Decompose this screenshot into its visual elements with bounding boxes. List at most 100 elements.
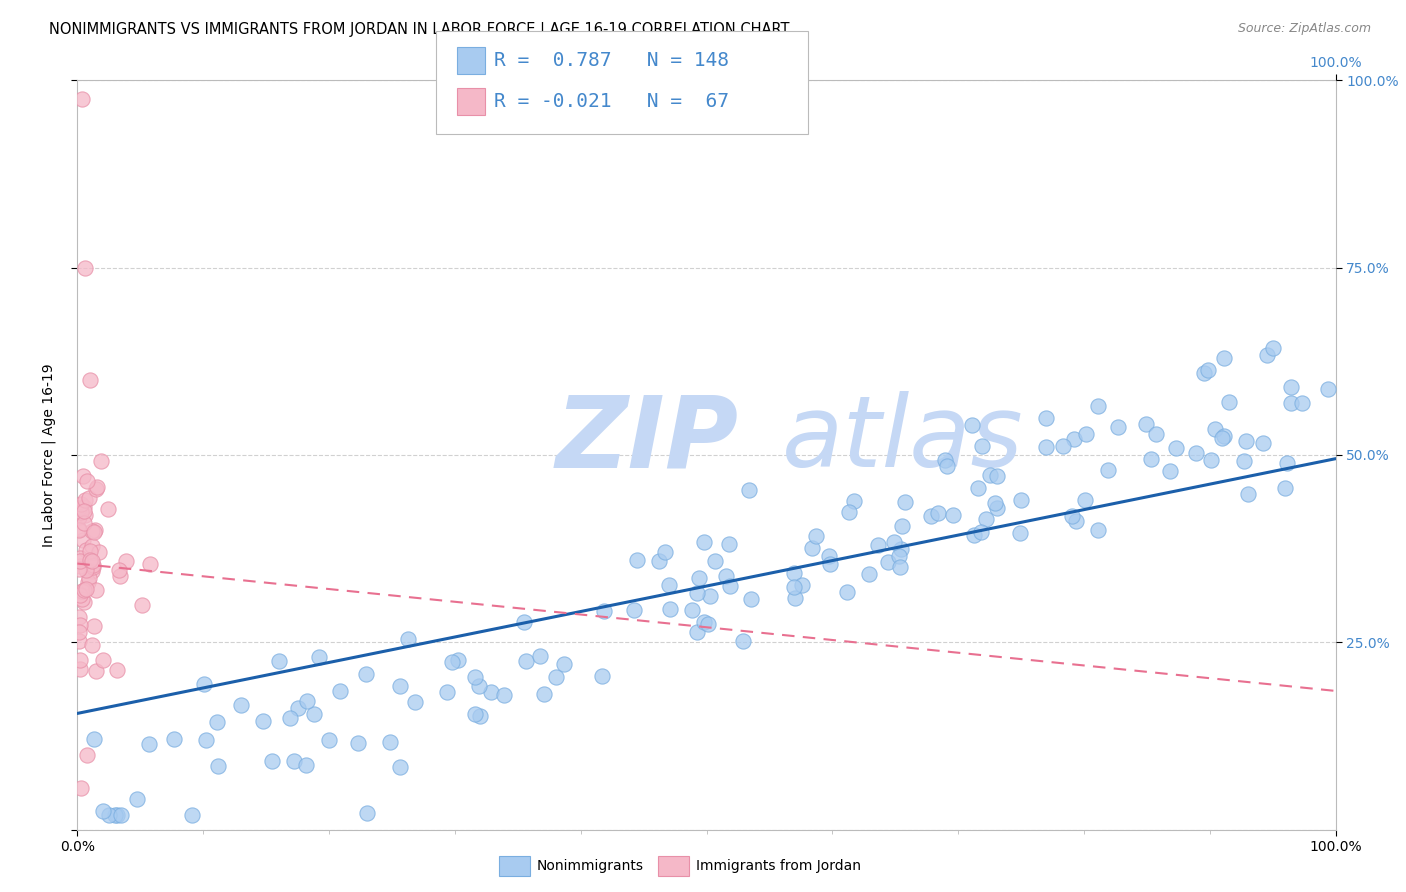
Point [302,706,325,721]
Text: NONIMMIGRANTS VS IMMIGRANTS FROM JORDAN IN LABOR FORCE | AGE 16-19 CORRELATION C: NONIMMIGRANTS VS IMMIGRANTS FROM JORDAN … [49,22,790,38]
Point [1064,514,1087,528]
Point [974,512,997,526]
Point [75,508,97,522]
Point [231,698,253,713]
Point [70,592,93,607]
Point [441,655,464,669]
Point [592,604,614,618]
Point [79,373,101,387]
Point [685,586,707,600]
Point [70,497,93,511]
Point [446,653,468,667]
Point [91,804,114,818]
Point [703,554,725,568]
Point [1212,351,1234,365]
Point [970,439,993,453]
Point [105,807,128,822]
Point [1010,493,1032,508]
Point [83,525,105,540]
Point [96,501,118,516]
Point [806,528,828,542]
Point [207,759,229,773]
Point [1234,434,1257,448]
Point [894,495,917,509]
Point [138,558,160,572]
Point [1211,431,1233,445]
Point [920,508,942,523]
Point [287,701,309,715]
Point [67,505,90,519]
Point [67,523,90,537]
Point [1159,464,1181,478]
Point [127,791,149,805]
Point [69,588,91,602]
Point [82,539,104,553]
Point [280,710,302,724]
Point [1233,454,1256,468]
Point [79,544,101,558]
Point [80,638,103,652]
Point [67,610,90,624]
Point [468,709,491,723]
Point [820,558,842,572]
Text: Immigrants from Jordan: Immigrants from Jordan [696,859,860,873]
Point [623,603,645,617]
Point [967,482,990,496]
Point [67,501,90,516]
Point [98,807,121,822]
Point [90,454,112,468]
Point [835,584,858,599]
Point [1291,395,1313,409]
Point [790,577,813,591]
Point [1063,432,1085,446]
Point [70,781,93,796]
Point [697,617,720,632]
Point [479,685,502,699]
Point [783,566,806,580]
Point [72,533,94,548]
Point [1035,440,1057,454]
Point [86,664,108,678]
Point [648,554,671,568]
Point [77,574,100,589]
Point [963,528,986,542]
Point [1074,426,1097,441]
Text: Nonimmigrants: Nonimmigrants [537,859,644,873]
Point [883,534,905,549]
Point [1144,426,1167,441]
Point [1317,382,1340,396]
Point [76,747,98,762]
Point [970,524,993,539]
Point [163,731,186,746]
Point [318,733,340,747]
Point [681,603,703,617]
Point [1194,366,1216,380]
Point [1261,342,1284,356]
Point [626,553,648,567]
Point [688,571,710,585]
Point [69,558,91,573]
Point [842,493,865,508]
Point [513,615,536,630]
Point [308,650,330,665]
Point [70,505,93,519]
Point [464,707,486,722]
Point [1035,411,1057,425]
Point [73,582,96,597]
Point [388,759,411,773]
Point [533,688,555,702]
Point [783,581,806,595]
Point [356,806,378,821]
Point [515,654,537,668]
Point [294,758,316,772]
Point [354,667,377,681]
Point [877,555,900,569]
Point [1060,508,1083,523]
Point [73,504,96,518]
Point [935,459,957,474]
Point [934,453,956,467]
Y-axis label: In Labor Force | Age 16-19: In Labor Force | Age 16-19 [41,363,56,547]
Point [1281,395,1303,409]
Point [1185,445,1208,459]
Point [1097,463,1119,477]
